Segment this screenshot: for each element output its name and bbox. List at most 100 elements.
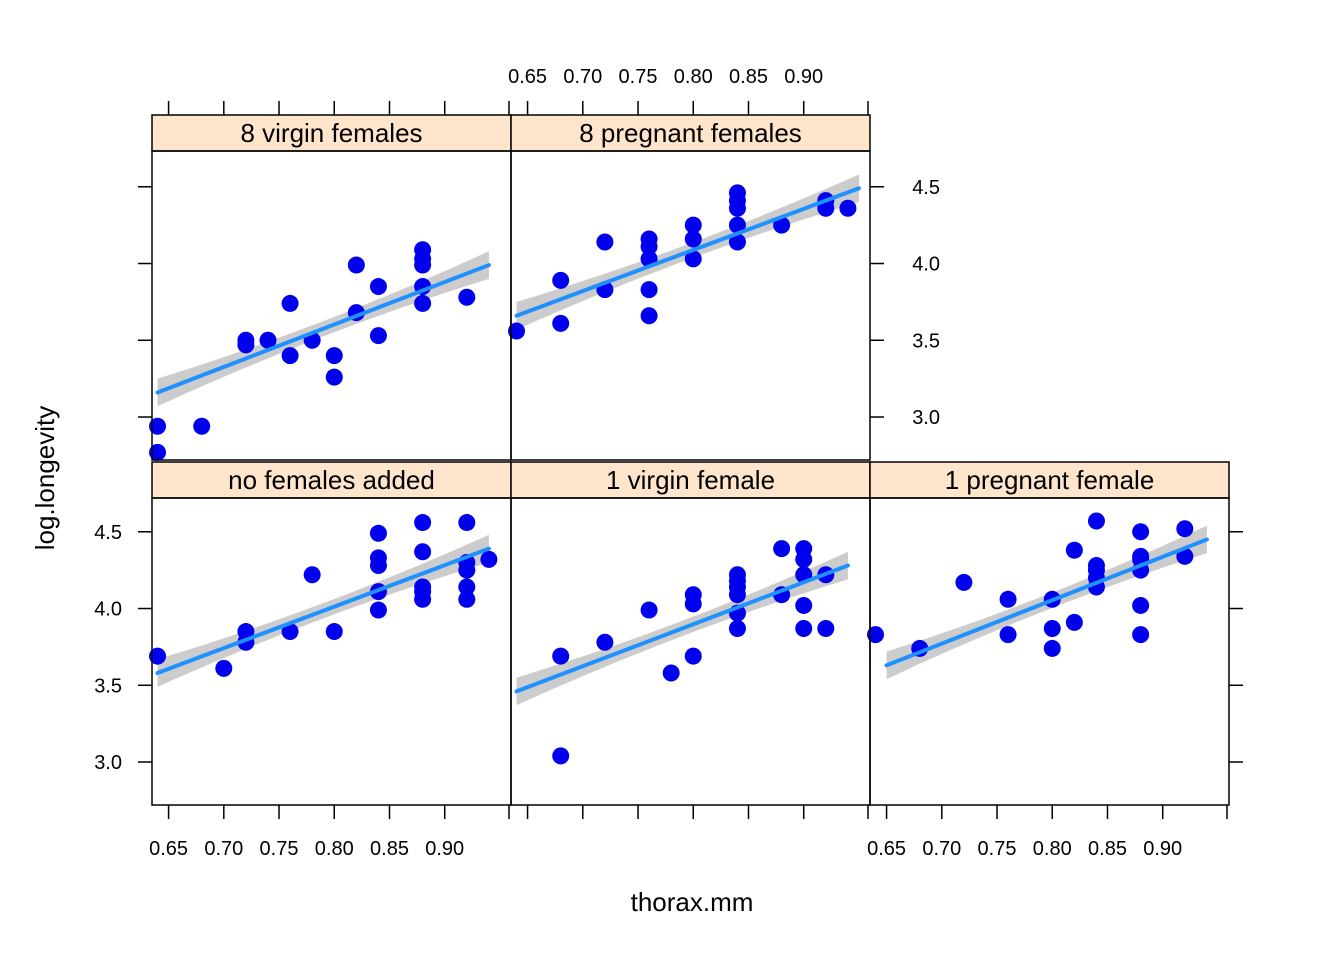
data-point <box>999 590 1017 608</box>
data-point <box>369 327 387 345</box>
regression-line <box>155 546 491 675</box>
data-point <box>684 216 702 234</box>
data-point <box>640 307 658 325</box>
x-tick-label: 0.90 <box>1143 838 1182 860</box>
data-point <box>281 294 299 312</box>
panel-strip-label: no females added <box>228 465 435 495</box>
data-point <box>508 322 526 340</box>
x-tick-label: 0.85 <box>729 66 768 88</box>
panel-strip-label: 8 virgin females <box>240 118 422 148</box>
y-tick-label: 3.5 <box>94 675 122 697</box>
data-point <box>596 633 614 651</box>
data-point <box>773 216 791 234</box>
data-point <box>728 184 746 202</box>
x-tick-label: 0.70 <box>922 838 961 860</box>
data-point <box>237 623 255 641</box>
data-point <box>1065 613 1083 631</box>
data-point <box>1087 512 1105 530</box>
data-point <box>281 347 299 365</box>
x-tick-label: 0.65 <box>508 66 547 88</box>
x-tick-label: 0.75 <box>260 838 299 860</box>
data-point <box>955 573 973 591</box>
data-point <box>458 590 476 608</box>
panel-frame <box>510 150 871 461</box>
x-tick-label: 0.75 <box>619 66 658 88</box>
regression-line <box>155 263 491 395</box>
data-point <box>552 314 570 332</box>
data-point <box>369 549 387 567</box>
data-point <box>640 601 658 619</box>
data-point <box>303 566 321 584</box>
x-tick-label: 0.80 <box>315 838 354 860</box>
data-point <box>1132 547 1150 565</box>
data-point <box>1043 639 1061 657</box>
data-point <box>684 230 702 248</box>
data-point <box>193 417 211 435</box>
data-point <box>1087 557 1105 575</box>
data-point <box>458 578 476 596</box>
data-points <box>149 184 1194 765</box>
data-point <box>369 278 387 296</box>
data-point <box>552 747 570 765</box>
regression-line <box>884 537 1209 668</box>
data-point <box>325 347 343 365</box>
data-point <box>1132 523 1150 541</box>
data-point <box>414 294 432 312</box>
data-point <box>1176 520 1194 538</box>
y-tick-label: 3.0 <box>94 752 122 774</box>
x-tick-label: 0.75 <box>978 838 1017 860</box>
data-point <box>795 619 813 637</box>
data-point <box>552 271 570 289</box>
data-point <box>728 233 746 251</box>
panel-strip <box>151 461 512 499</box>
panel-strip <box>510 461 871 499</box>
x-tick-label: 0.70 <box>563 66 602 88</box>
axis-ticks: 0.65 0.70 0.75 0.80 0.85 0.90 0.65 0.70 0.75 0.80… <box>94 66 1243 860</box>
data-point <box>1065 541 1083 559</box>
x-tick-label: 0.80 <box>1033 838 1072 860</box>
data-point <box>795 540 813 558</box>
y-tick-label: 4.5 <box>94 522 122 544</box>
data-point <box>215 659 233 677</box>
data-point <box>773 540 791 558</box>
x-tick-label: 0.90 <box>425 838 464 860</box>
data-point <box>839 199 857 217</box>
data-point <box>552 647 570 665</box>
panel-strip-label: 8 pregnant females <box>579 118 802 148</box>
panel-strip-label: 1 virgin female <box>606 465 775 495</box>
data-point <box>684 250 702 268</box>
data-point <box>596 233 614 251</box>
data-point <box>640 230 658 248</box>
y-axis-title: log.longevity <box>30 406 60 551</box>
data-point <box>999 626 1017 644</box>
data-point <box>237 331 255 349</box>
x-tick-label: 0.70 <box>204 838 243 860</box>
y-tick-label: 4.0 <box>912 254 940 276</box>
y-tick-label: 4.5 <box>912 177 940 199</box>
data-point <box>325 623 343 641</box>
data-point <box>728 619 746 637</box>
data-point <box>684 586 702 604</box>
data-point <box>369 524 387 542</box>
panel-frame <box>151 150 512 461</box>
regression-lines <box>155 186 1209 694</box>
data-point <box>1176 547 1194 565</box>
data-point <box>149 443 167 461</box>
data-point <box>1132 596 1150 614</box>
x-tick-label: 0.85 <box>370 838 409 860</box>
data-point <box>458 514 476 532</box>
data-point <box>480 550 498 568</box>
data-point <box>149 417 167 435</box>
data-point <box>817 619 835 637</box>
data-point <box>259 331 277 349</box>
data-point <box>795 596 813 614</box>
data-point <box>1043 619 1061 637</box>
x-tick-label: 0.90 <box>784 66 823 88</box>
data-point <box>1132 626 1150 644</box>
data-point <box>728 566 746 584</box>
panel-frame <box>869 497 1230 806</box>
data-point <box>458 288 476 306</box>
data-point <box>867 626 885 644</box>
panel-strip-label: 1 pregnant female <box>945 465 1155 495</box>
